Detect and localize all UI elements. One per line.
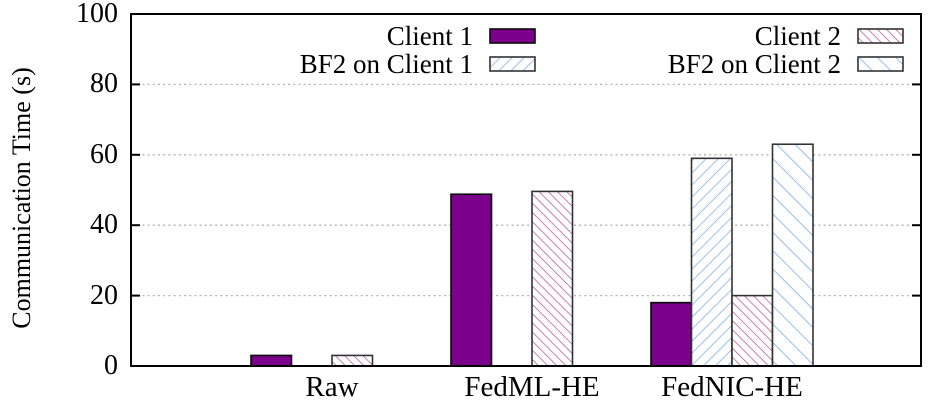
bar-client-1-fednic-he	[651, 302, 692, 366]
y-tick-label: 40	[90, 209, 118, 241]
bar-client-1-raw	[251, 355, 292, 366]
bar-client-2-fednic-he	[732, 295, 773, 366]
legend-item: Client 1	[300, 22, 536, 50]
axis-frame	[130, 13, 922, 367]
bar-client-2-fedml-he	[532, 191, 573, 366]
legend-column: Client 1 BF2 on Client 1	[300, 22, 536, 78]
x-category-label: Raw	[305, 371, 359, 403]
plot-area	[130, 13, 922, 367]
legend-item: Client 2	[668, 22, 904, 50]
bar-client-1-fedml-he	[451, 194, 492, 366]
bar-bf2-on-client-1-fednic-he	[691, 158, 732, 366]
legend-item: BF2 on Client 2	[668, 50, 904, 78]
legend-column: Client 2 BF2 on Client 2	[668, 22, 904, 78]
x-category-label: FedNIC-HE	[661, 371, 803, 403]
y-tick-label: 80	[90, 68, 118, 100]
y-tick-label: 20	[90, 279, 118, 311]
y-tick-label: 100	[76, 0, 118, 29]
legend-swatch-icon	[857, 28, 904, 44]
axis-tick-marks	[132, 83, 920, 297]
legend-swatch-icon	[857, 56, 904, 72]
bar-bf2-on-client-2-fednic-he	[772, 144, 813, 366]
legend-item-label: BF2 on Client 1	[299, 49, 473, 79]
x-category-label: FedML-HE	[464, 371, 600, 403]
legend-item-label: BF2 on Client 2	[667, 49, 841, 79]
y-tick-label: 60	[90, 138, 118, 170]
legend-item-label: Client 2	[754, 21, 841, 51]
y-tick-label: 0	[104, 350, 118, 381]
y-axis-title: Communication Time (s)	[7, 67, 36, 329]
legend-item-label: Client 1	[386, 21, 473, 51]
legend-swatch-icon	[489, 56, 536, 72]
legend-swatch-icon	[489, 28, 536, 44]
legend-item: BF2 on Client 1	[300, 50, 536, 78]
bars	[250, 143, 814, 367]
bar-client-2-raw	[332, 355, 373, 366]
